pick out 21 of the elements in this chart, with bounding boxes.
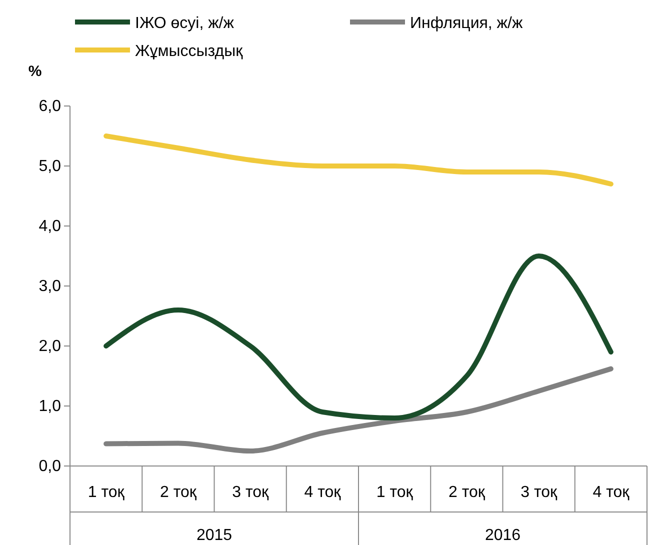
y-tick-label: 4,0 xyxy=(38,218,62,236)
x-tick-label: 1 тоқ xyxy=(376,484,414,501)
y-tick-label: 0,0 xyxy=(38,458,62,476)
x-tick-label: 2 тоқ xyxy=(160,484,198,501)
legend-label: Жұмыссыздық xyxy=(135,43,244,60)
y-tick-label: 3,0 xyxy=(38,278,62,296)
text: 2015 xyxy=(196,527,232,544)
x-tick-label: 4 тоқ xyxy=(304,484,342,501)
x-tick-label: 4 тоқ xyxy=(592,484,630,501)
legend-label: Инфляция, ж/ж xyxy=(410,15,523,32)
x-tick-label: 2 тоқ xyxy=(448,484,486,501)
x-tick-label: 1 тоқ xyxy=(88,484,126,501)
text: 2016 xyxy=(484,527,521,544)
y-tick-label: 6,0 xyxy=(38,98,62,116)
x-tick-label: 3 тоқ xyxy=(232,484,270,501)
legend-label: ІЖО өсуі, ж/ж xyxy=(135,15,234,32)
x-tick-label: 3 тоқ xyxy=(520,484,558,501)
y-axis-title: % xyxy=(28,63,42,80)
y-tick-label: 2,0 xyxy=(38,338,62,356)
y-tick-label: 1,0 xyxy=(38,398,62,416)
y-tick-label: 5,0 xyxy=(38,158,62,176)
